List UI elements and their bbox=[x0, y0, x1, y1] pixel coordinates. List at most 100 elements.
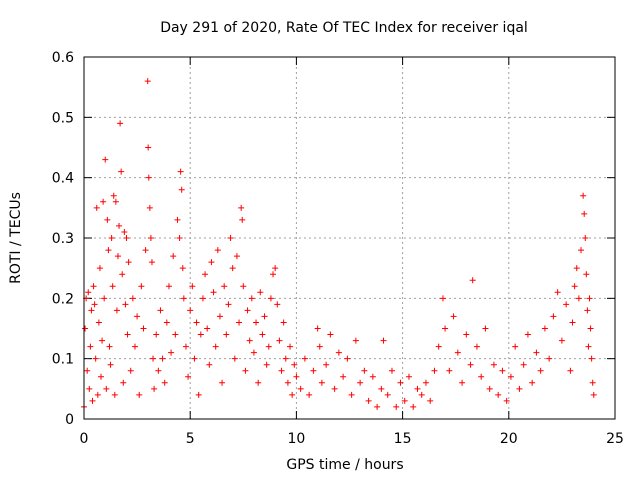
plot-frame bbox=[83, 56, 616, 420]
data-point bbox=[569, 319, 576, 326]
data-point bbox=[316, 343, 323, 350]
data-point bbox=[352, 337, 359, 344]
data-point bbox=[297, 385, 304, 392]
data-point bbox=[161, 379, 168, 386]
data-point bbox=[248, 295, 255, 302]
x-tick-label: 0 bbox=[80, 431, 89, 447]
data-point bbox=[265, 343, 272, 350]
data-point bbox=[314, 325, 321, 332]
data-point bbox=[86, 385, 93, 392]
data-point bbox=[272, 265, 279, 272]
data-point bbox=[197, 331, 204, 338]
data-point bbox=[180, 295, 187, 302]
x-tick-label: 15 bbox=[394, 431, 412, 447]
data-point bbox=[289, 391, 296, 398]
data-point bbox=[244, 307, 251, 314]
data-point bbox=[100, 198, 107, 205]
data-point bbox=[590, 391, 597, 398]
data-point bbox=[150, 355, 157, 362]
data-point bbox=[165, 283, 172, 290]
data-point bbox=[121, 228, 128, 235]
data-point bbox=[310, 367, 317, 374]
data-point bbox=[146, 204, 153, 211]
data-point bbox=[123, 235, 130, 241]
data-point bbox=[177, 168, 184, 175]
data-point bbox=[503, 397, 510, 404]
data-point bbox=[89, 397, 96, 404]
data-point bbox=[276, 337, 283, 344]
data-point bbox=[105, 247, 112, 254]
data-point bbox=[208, 259, 215, 266]
data-point bbox=[401, 397, 408, 404]
data-point bbox=[388, 367, 395, 374]
data-point bbox=[88, 307, 95, 314]
data-point bbox=[573, 265, 580, 272]
y-tick-label: 0.2 bbox=[52, 291, 74, 307]
data-point bbox=[151, 385, 158, 392]
data-point bbox=[550, 313, 557, 320]
data-point bbox=[96, 265, 103, 272]
data-point bbox=[229, 265, 236, 272]
data-point bbox=[153, 331, 160, 338]
data-point bbox=[82, 325, 89, 332]
data-point bbox=[537, 367, 544, 374]
data-point bbox=[206, 361, 213, 368]
data-point bbox=[482, 325, 489, 332]
data-point bbox=[240, 283, 247, 290]
data-point bbox=[467, 361, 474, 368]
data-point bbox=[94, 391, 101, 398]
data-point bbox=[357, 379, 364, 386]
data-point bbox=[575, 295, 582, 302]
data-point bbox=[588, 355, 595, 362]
data-point bbox=[219, 379, 226, 386]
y-tick-label: 0.3 bbox=[52, 231, 74, 247]
data-point bbox=[223, 331, 230, 338]
data-point bbox=[581, 210, 588, 217]
data-point bbox=[91, 301, 98, 308]
data-point bbox=[374, 403, 381, 410]
data-point bbox=[178, 186, 185, 193]
data-point bbox=[104, 216, 111, 223]
data-point bbox=[131, 343, 138, 350]
data-point bbox=[422, 379, 429, 386]
data-point bbox=[340, 373, 347, 380]
data-point bbox=[454, 349, 461, 356]
y-tick-labels: 0 0.1 0.2 0.3 0.4 0.5 0.6 bbox=[52, 50, 74, 428]
data-point bbox=[327, 331, 334, 338]
data-point bbox=[97, 373, 104, 380]
data-point bbox=[102, 156, 109, 163]
data-point bbox=[111, 391, 118, 398]
data-point bbox=[331, 385, 338, 392]
data-point bbox=[533, 349, 540, 356]
data-point bbox=[107, 361, 114, 368]
data-point bbox=[147, 235, 154, 241]
data-point bbox=[210, 289, 217, 296]
data-point bbox=[122, 301, 129, 308]
data-point bbox=[431, 367, 438, 374]
data-point bbox=[546, 355, 553, 362]
data-point bbox=[182, 343, 189, 350]
data-point bbox=[558, 337, 565, 344]
x-tick-label: 20 bbox=[500, 431, 518, 447]
data-point bbox=[134, 313, 141, 320]
data-point bbox=[446, 367, 453, 374]
data-point bbox=[529, 379, 536, 386]
data-point bbox=[185, 373, 192, 380]
data-point bbox=[216, 313, 223, 320]
data-point bbox=[159, 355, 166, 362]
data-point bbox=[125, 259, 132, 266]
data-point bbox=[103, 385, 110, 392]
data-point bbox=[344, 355, 351, 362]
data-point bbox=[95, 319, 102, 326]
data-point bbox=[582, 235, 589, 241]
data-point bbox=[242, 367, 249, 374]
data-point bbox=[116, 222, 123, 229]
data-point bbox=[463, 331, 470, 338]
data-point bbox=[120, 379, 127, 386]
data-point bbox=[202, 271, 209, 278]
data-point bbox=[101, 295, 108, 302]
data-point bbox=[110, 192, 117, 199]
data-point bbox=[113, 307, 120, 314]
data-point bbox=[93, 204, 100, 211]
